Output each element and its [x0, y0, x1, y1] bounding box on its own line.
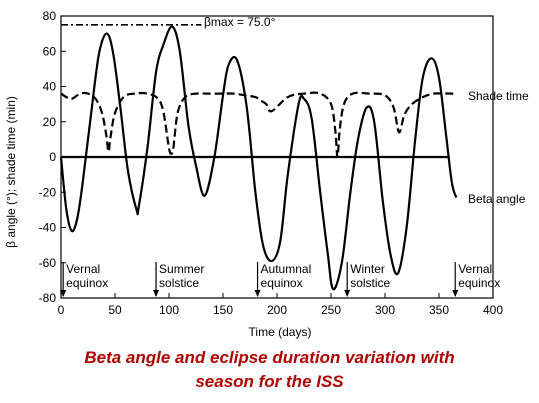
- y-tick-label: 80: [43, 9, 57, 23]
- y-tick-label: 40: [43, 80, 57, 94]
- season-annotation-label: equinox: [261, 276, 303, 290]
- season-arrow-head: [60, 290, 67, 297]
- x-tick-label: 200: [267, 303, 287, 317]
- season-annotation-label: Summer: [159, 262, 204, 276]
- season-annotation-label: Vernal: [458, 262, 492, 276]
- y-tick-label: -40: [39, 221, 57, 235]
- season-annotation-label: solstice: [159, 276, 199, 290]
- season-annotation-label: equinox: [458, 276, 500, 290]
- season-arrow-head: [254, 290, 261, 297]
- x-tick-label: 0: [58, 303, 65, 317]
- caption-line-2: season for the ISS: [195, 372, 344, 391]
- shade-time-series: [60, 91, 457, 159]
- season-annotation-label: equinox: [66, 276, 108, 290]
- season-annotation-label: solstice: [350, 276, 390, 290]
- y-tick-label: 0: [49, 150, 56, 164]
- y-tick-label: 20: [43, 115, 57, 129]
- season-arrow-head: [452, 290, 459, 297]
- x-tick-label: 100: [159, 303, 179, 317]
- y-tick-label: -80: [39, 291, 57, 305]
- x-tick-label: 300: [375, 303, 395, 317]
- y-tick-label: 60: [43, 44, 57, 58]
- y-tick-label: -20: [39, 185, 57, 199]
- x-tick-label: 150: [213, 303, 233, 317]
- shade-time-label: Shade time: [468, 89, 529, 103]
- season-annotation-label: Autumnal: [261, 262, 312, 276]
- x-tick-label: 250: [321, 303, 341, 317]
- x-tick-label: 350: [429, 303, 449, 317]
- season-annotation-label: Winter: [350, 262, 385, 276]
- x-axis-title: Time (days): [249, 325, 312, 339]
- x-tick-label: 400: [483, 303, 503, 317]
- season-arrow-head: [153, 290, 160, 297]
- season-annotation-label: Vernal: [66, 262, 100, 276]
- x-tick-label: 50: [108, 303, 122, 317]
- y-axis-title: β angle (°); shade time (min): [4, 96, 18, 248]
- beta-angle-series: [59, 25, 458, 291]
- beta-angle-label: Beta angle: [468, 192, 526, 206]
- caption-line-1: Beta angle and eclipse duration variatio…: [84, 348, 455, 367]
- beta-max-label: βmax = 75.0°: [204, 15, 276, 29]
- y-tick-label: -60: [39, 256, 57, 270]
- season-arrow-head: [344, 290, 351, 297]
- figure-caption: Beta angle and eclipse duration variatio…: [0, 346, 539, 394]
- chart: β angle (°); shade time (min) Time (days…: [4, 9, 529, 339]
